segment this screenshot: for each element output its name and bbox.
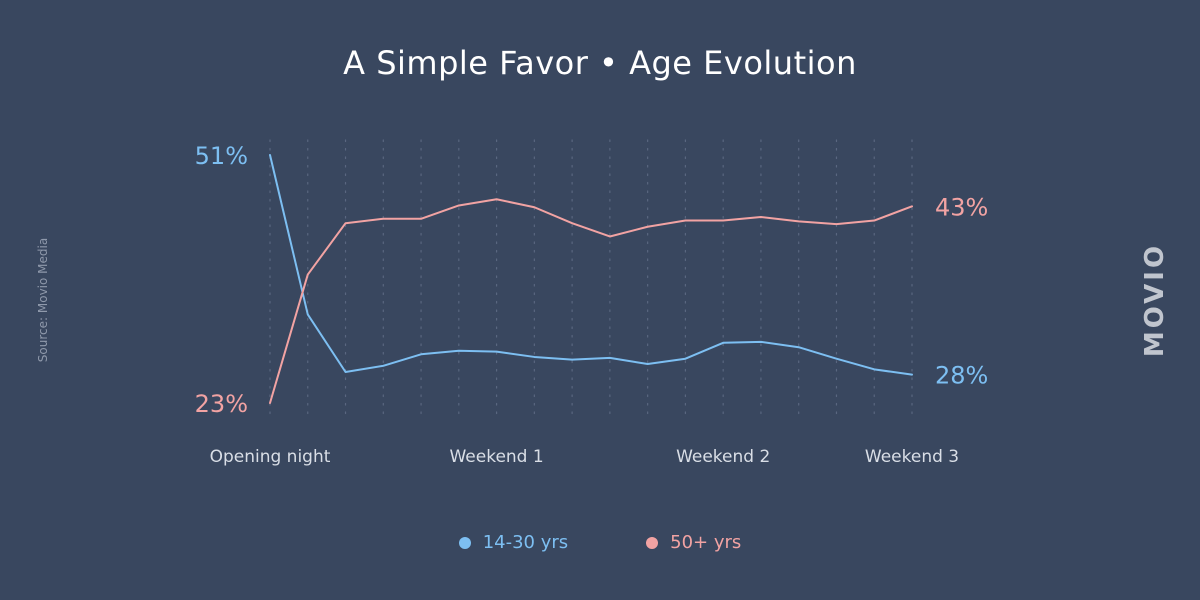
series-line-young [269, 154, 913, 376]
legend-dot-young-icon [458, 536, 471, 549]
x-tick-label-3: Weekend 2 [676, 447, 770, 467]
x-tick-label-1: Opening night [210, 447, 331, 467]
x-tick-label-4: Weekend 3 [865, 447, 959, 467]
start-label-old: 23% [195, 390, 248, 418]
legend-item-young[interactable]: 14-30 yrs [458, 532, 569, 553]
legend: 14-30 yrs 50+ yrs [0, 532, 1200, 553]
legend-label-old: 50+ yrs [670, 532, 742, 553]
end-label-young: 28% [935, 362, 988, 390]
chart-title: A Simple Favor • Age Evolution [343, 44, 857, 82]
end-label-old: 43% [935, 193, 988, 221]
start-label-young: 51% [195, 142, 248, 170]
legend-label-young: 14-30 yrs [482, 532, 569, 553]
series-line-old [269, 198, 913, 404]
legend-dot-old-icon [646, 536, 659, 549]
legend-item-old[interactable]: 50+ yrs [646, 532, 741, 553]
x-tick-label-2: Weekend 1 [449, 447, 543, 467]
